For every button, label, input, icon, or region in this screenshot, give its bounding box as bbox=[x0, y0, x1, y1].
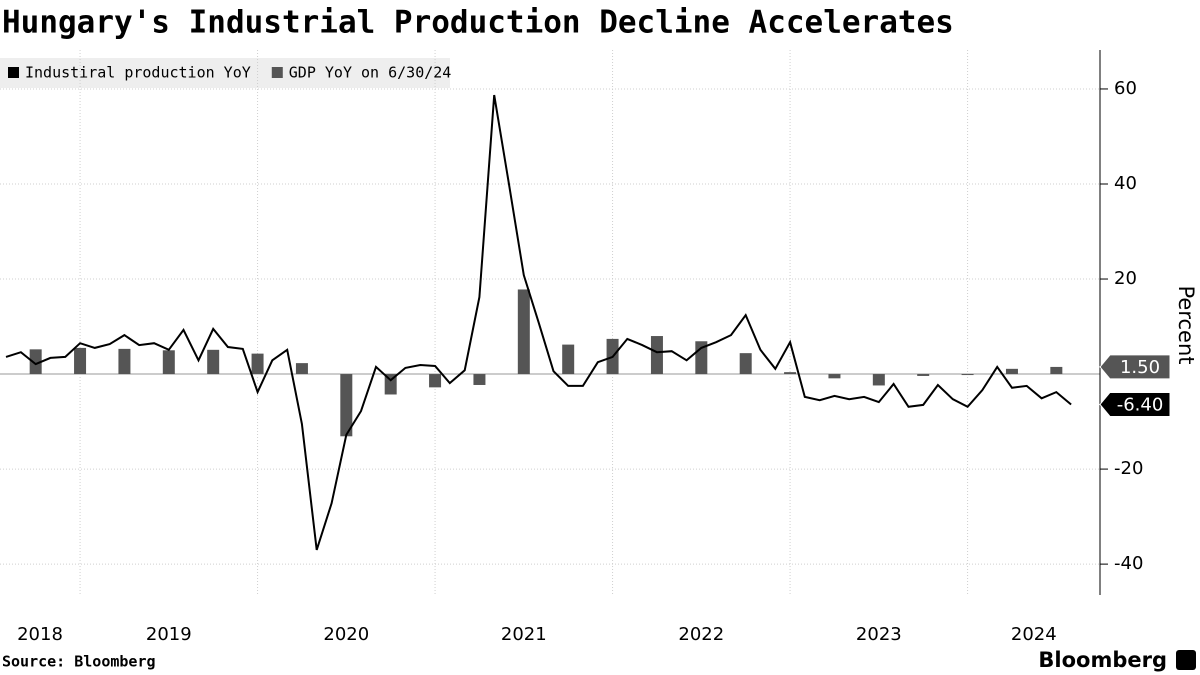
legend-swatch bbox=[8, 67, 19, 78]
bar bbox=[917, 374, 930, 376]
bar bbox=[118, 348, 131, 375]
brand: Bloomberg bbox=[1038, 648, 1167, 672]
bar bbox=[961, 374, 974, 376]
y-tick-label: 60 bbox=[1114, 78, 1137, 99]
x-tick-label: 2023 bbox=[856, 624, 902, 645]
y-tick-label: 40 bbox=[1114, 173, 1137, 194]
x-tick-label: 2018 bbox=[17, 624, 63, 645]
overlays: Industiral production YoY GDP YoY on 6/30… bbox=[8, 64, 1171, 417]
bar bbox=[251, 353, 264, 375]
y-axis-label: Percent bbox=[1174, 285, 1198, 364]
bar bbox=[784, 372, 797, 375]
bar bbox=[739, 353, 752, 375]
line bbox=[5, 94, 1072, 551]
value-callout bbox=[1099, 354, 1171, 380]
x-tick-label: 2022 bbox=[678, 624, 724, 645]
x-tick-label: 2019 bbox=[146, 624, 192, 645]
bar bbox=[517, 289, 530, 375]
bar bbox=[828, 374, 841, 379]
bar bbox=[29, 349, 42, 375]
y-tick-label: 20 bbox=[1114, 268, 1137, 289]
bar bbox=[429, 374, 442, 388]
bar bbox=[562, 344, 575, 375]
legend-background bbox=[0, 58, 450, 88]
x-tick-label: 2024 bbox=[1011, 624, 1057, 645]
x-tick-label: 2020 bbox=[323, 624, 369, 645]
bar bbox=[872, 374, 885, 386]
bar bbox=[295, 363, 308, 375]
bar bbox=[473, 374, 486, 385]
marks bbox=[5, 94, 1072, 551]
bar bbox=[207, 349, 220, 375]
bar bbox=[162, 350, 175, 375]
grid bbox=[0, 50, 1108, 595]
y-tick-label: -20 bbox=[1114, 458, 1143, 479]
bar bbox=[650, 336, 663, 375]
legend-swatch bbox=[271, 67, 283, 78]
bar bbox=[340, 374, 353, 437]
bar bbox=[74, 347, 87, 375]
value-callout bbox=[1099, 391, 1171, 417]
y-tick-label: -40 bbox=[1114, 553, 1143, 574]
bar bbox=[384, 374, 397, 395]
value-label: 1.50 bbox=[1120, 357, 1160, 378]
legend-label: Industiral production YoY bbox=[25, 64, 251, 82]
value-label: -6.40 bbox=[1117, 394, 1164, 415]
source: Source: Bloomberg bbox=[2, 653, 156, 671]
x-tick-label: 2021 bbox=[501, 624, 547, 645]
bar bbox=[1050, 366, 1063, 375]
legend-label: GDP YoY on 6/30/24 bbox=[289, 64, 452, 82]
chart-title: Hungary's Industrial Production Decline … bbox=[2, 5, 954, 41]
brand-icon bbox=[1176, 650, 1196, 670]
bar bbox=[1005, 368, 1018, 375]
